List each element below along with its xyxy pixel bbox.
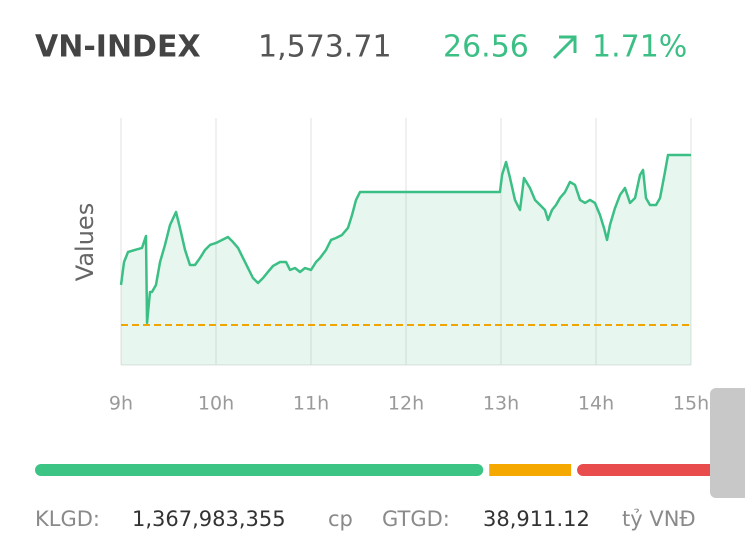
- line: [119, 153, 691, 325]
- y-axis-label: Values: [71, 203, 99, 281]
- volume-label: KLGD:: [35, 507, 100, 531]
- x-tick-label: 9h: [109, 393, 133, 415]
- scroll-handle[interactable]: [710, 388, 745, 498]
- up-arrow: [552, 35, 577, 60]
- x-tick-label: 11h: [293, 393, 329, 415]
- x-tick-label: 15h: [673, 393, 709, 415]
- x-tick-label: 14h: [578, 393, 614, 415]
- volume: 1,367,983,355: [132, 507, 286, 531]
- breadth-segment: [35, 464, 484, 476]
- breadth-bar: [35, 464, 718, 476]
- volume-unit: cp: [328, 507, 353, 531]
- index-percent: 1.71%: [592, 30, 687, 65]
- value-unit: tỷ VNĐ: [622, 507, 696, 531]
- index-change: 26.56: [443, 30, 529, 65]
- index-price: 1,573.71: [258, 30, 392, 65]
- value-label: GTGD:: [382, 507, 450, 531]
- breadth-segment: [577, 464, 718, 476]
- breadth-segment: [489, 464, 572, 476]
- index-name: VN-INDEX: [35, 30, 201, 65]
- x-tick-label: 10h: [198, 393, 234, 415]
- x-tick-label: 12h: [388, 393, 424, 415]
- plot: 9h 10h 11h 12h 13h 14h 15h: [109, 118, 709, 415]
- x-tick-label: 13h: [483, 393, 519, 415]
- value: 38,911.12: [483, 507, 590, 531]
- area: [121, 154, 691, 365]
